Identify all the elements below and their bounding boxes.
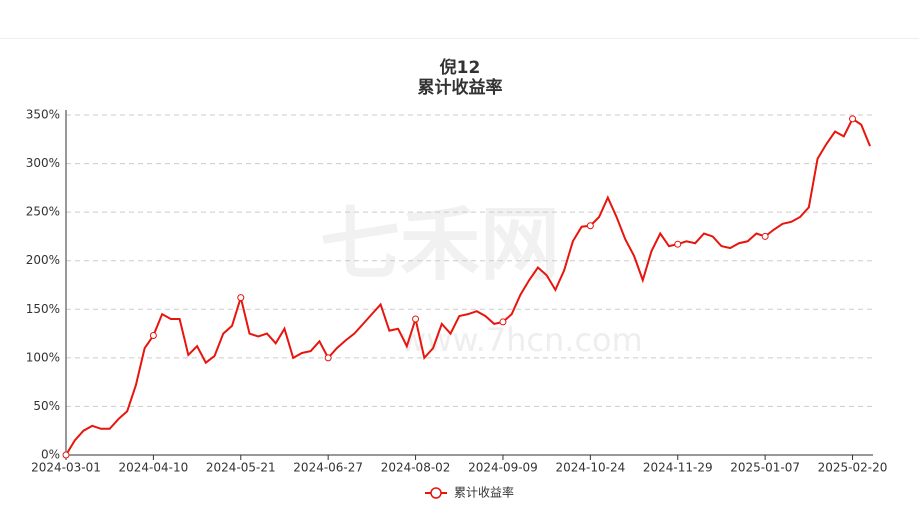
legend-label: 累计收益率 bbox=[454, 485, 514, 500]
point bbox=[412, 315, 420, 323]
x-tick-label: 2024-09-09 bbox=[468, 461, 538, 475]
y-tick-label: 300% bbox=[26, 156, 60, 170]
y-tick-label: 200% bbox=[26, 253, 60, 267]
y-tick-label: 100% bbox=[26, 350, 60, 364]
y-tick-label: 0% bbox=[41, 448, 60, 462]
legend-marker bbox=[430, 487, 442, 499]
point bbox=[149, 332, 157, 340]
y-tick-label: 350% bbox=[26, 108, 60, 122]
x-tick-label: 2025-01-07 bbox=[730, 461, 800, 475]
point bbox=[674, 240, 682, 248]
point bbox=[324, 354, 332, 362]
chart-subtitle: 累计收益率 bbox=[418, 77, 503, 98]
y-tick-label: 250% bbox=[26, 205, 60, 219]
y-tick-label: 50% bbox=[33, 399, 60, 413]
point bbox=[586, 222, 594, 230]
watermark: 七禾网 bbox=[320, 198, 560, 291]
point bbox=[62, 451, 70, 459]
point bbox=[849, 115, 857, 123]
x-tick-label: 2025-02-20 bbox=[818, 461, 888, 475]
line bbox=[65, 117, 871, 456]
x-tick-label: 2024-10-24 bbox=[555, 461, 625, 475]
x-tick-label: 2024-03-01 bbox=[31, 461, 101, 475]
x-tick-label: 2024-06-27 bbox=[293, 461, 363, 475]
x-tick-label: 2024-08-02 bbox=[381, 461, 451, 475]
point bbox=[237, 294, 245, 302]
chart-title: 倪12 bbox=[440, 57, 481, 78]
x-tick-label: 2024-04-10 bbox=[119, 461, 189, 475]
y-tick-label: 150% bbox=[26, 302, 60, 316]
x-tick-label: 2024-05-21 bbox=[206, 461, 276, 475]
x-tick-label: 2024-11-29 bbox=[643, 461, 713, 475]
point bbox=[499, 318, 507, 326]
point bbox=[761, 232, 769, 240]
